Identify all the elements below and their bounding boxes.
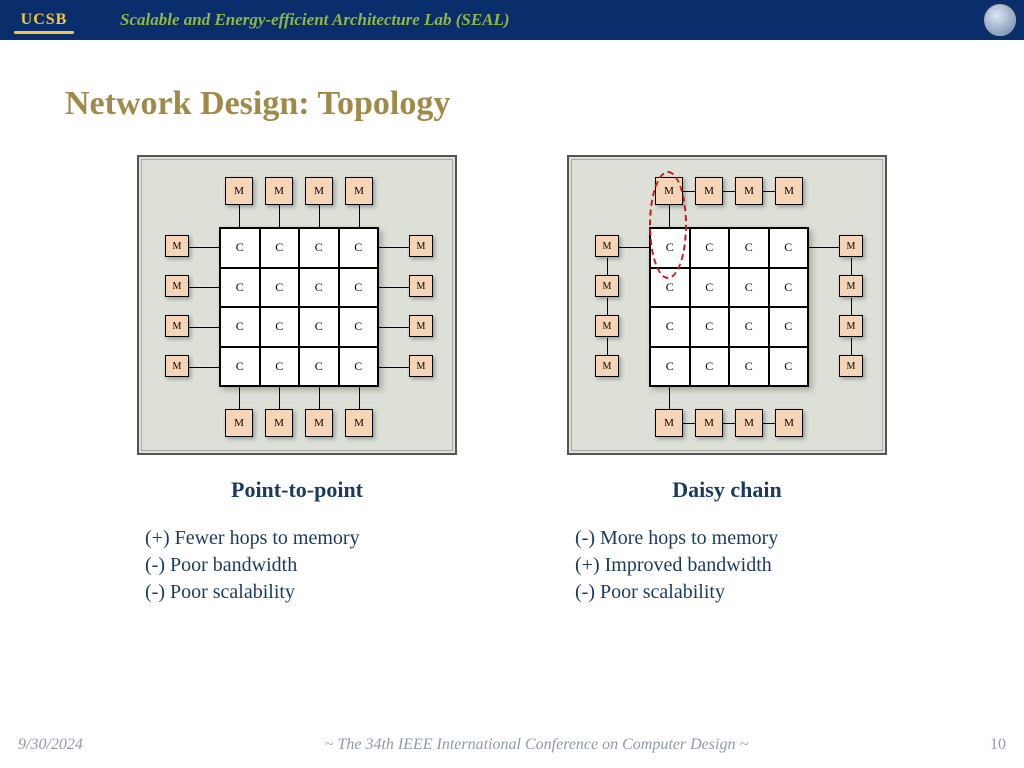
memory-node: M [305, 177, 333, 205]
core-cell: C [220, 307, 260, 347]
core-cell: C [729, 307, 769, 347]
core-cell: C [339, 268, 379, 308]
diagram-point-to-point: CCCCCCCCCCCCCCCC MMMMMMMMMMMMMMMM [137, 155, 457, 455]
bullet: (-) Poor scalability [575, 579, 778, 606]
core-cell: C [729, 347, 769, 387]
memory-node: M [839, 275, 863, 297]
pillar-highlight-oval [649, 171, 687, 279]
memory-node: M [735, 409, 763, 437]
memory-node: M [165, 355, 189, 377]
core-cell: C [650, 347, 690, 387]
memory-node: M [775, 177, 803, 205]
memory-node: M [165, 235, 189, 257]
core-cell: C [729, 268, 769, 308]
memory-node: M [409, 275, 433, 297]
page-title: Network Design: Topology [65, 85, 1024, 123]
core-cell: C [769, 347, 809, 387]
bullet: (+) Improved bandwidth [575, 552, 778, 579]
bullet: (+) Fewer hops to memory [145, 525, 360, 552]
memory-node: M [839, 235, 863, 257]
memory-node: M [265, 177, 293, 205]
core-cell: C [220, 228, 260, 268]
core-cell: C [769, 307, 809, 347]
right-bullets: (-) More hops to memory (+) Improved ban… [567, 525, 778, 606]
memory-node: M [165, 315, 189, 337]
memory-node: M [839, 315, 863, 337]
memory-node: M [409, 355, 433, 377]
memory-node: M [595, 315, 619, 337]
left-bullets: (+) Fewer hops to memory (-) Poor bandwi… [137, 525, 360, 606]
memory-node: M [595, 235, 619, 257]
core-cell: C [339, 228, 379, 268]
core-cell: C [690, 268, 730, 308]
core-cell: C [769, 228, 809, 268]
memory-node: M [695, 177, 723, 205]
right-column: CCCCCCCCCCCCCCCC MMMMMMMMMMMMMMMM Daisy … [567, 155, 887, 606]
core-cell: C [299, 347, 339, 387]
memory-node: M [775, 409, 803, 437]
core-cell: C [729, 228, 769, 268]
memory-node: M [345, 409, 373, 437]
core-cell: C [299, 228, 339, 268]
ucsb-logo: UCSB [8, 5, 80, 35]
footer-conference: ~ The 34th IEEE International Conference… [83, 736, 990, 754]
memory-node: M [225, 177, 253, 205]
core-cell: C [339, 347, 379, 387]
left-column: CCCCCCCCCCCCCCCC MMMMMMMMMMMMMMMM Point-… [137, 155, 457, 606]
bullet: (-) More hops to memory [575, 525, 778, 552]
header-bar: UCSB Scalable and Energy-efficient Archi… [0, 0, 1024, 40]
memory-node: M [265, 409, 293, 437]
core-cell: C [260, 307, 300, 347]
core-cell: C [260, 228, 300, 268]
memory-node: M [595, 275, 619, 297]
core-cell: C [339, 307, 379, 347]
core-cell: C [769, 268, 809, 308]
core-cell: C [650, 307, 690, 347]
memory-node: M [839, 355, 863, 377]
memory-node: M [655, 409, 683, 437]
core-cell: C [220, 268, 260, 308]
footer-page-number: 10 [990, 736, 1006, 754]
core-cell: C [299, 268, 339, 308]
memory-node: M [225, 409, 253, 437]
memory-node: M [595, 355, 619, 377]
footer-date: 9/30/2024 [18, 736, 83, 754]
core-cell: C [260, 268, 300, 308]
memory-node: M [165, 275, 189, 297]
core-cell: C [220, 347, 260, 387]
memory-node: M [409, 235, 433, 257]
left-topology-name: Point-to-point [231, 477, 363, 503]
footer: 9/30/2024 ~ The 34th IEEE International … [0, 736, 1024, 754]
right-topology-name: Daisy chain [672, 477, 781, 503]
lab-name: Scalable and Energy-efficient Architectu… [120, 10, 510, 30]
memory-node: M [409, 315, 433, 337]
core-cell: C [690, 228, 730, 268]
core-cell: C [299, 307, 339, 347]
core-cell: C [690, 347, 730, 387]
core-cell: C [690, 307, 730, 347]
bullet: (-) Poor scalability [145, 579, 360, 606]
bullet: (-) Poor bandwidth [145, 552, 360, 579]
memory-node: M [735, 177, 763, 205]
memory-node: M [345, 177, 373, 205]
content-row: CCCCCCCCCCCCCCCC MMMMMMMMMMMMMMMM Point-… [0, 155, 1024, 606]
diagram-daisy-chain: CCCCCCCCCCCCCCCC MMMMMMMMMMMMMMMM [567, 155, 887, 455]
memory-node: M [695, 409, 723, 437]
core-cell: C [260, 347, 300, 387]
seal-icon [984, 4, 1016, 36]
memory-node: M [305, 409, 333, 437]
